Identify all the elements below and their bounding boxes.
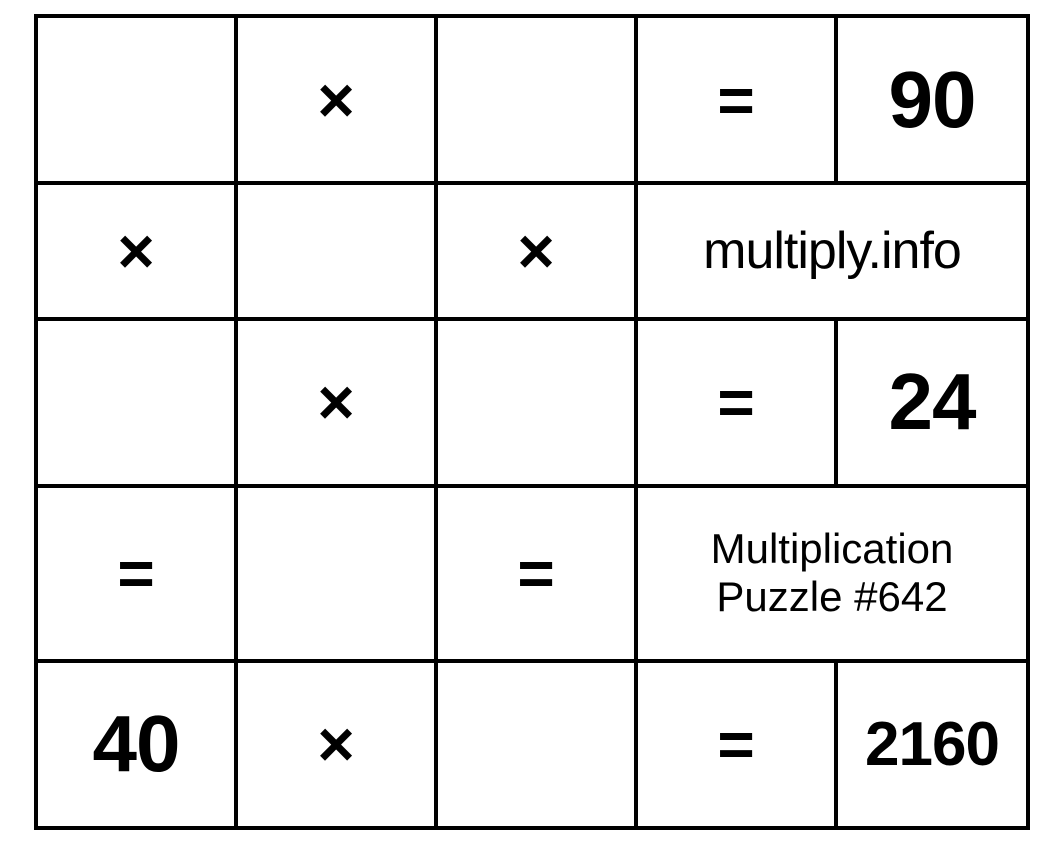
result-value: 24 bbox=[889, 357, 976, 446]
puzzle-title-line1: Multiplication bbox=[711, 525, 954, 572]
blank-cell bbox=[36, 319, 236, 486]
equals-icon: = bbox=[717, 64, 754, 136]
blank-cell bbox=[436, 319, 636, 486]
operator-equals: = bbox=[436, 486, 636, 661]
table-row: = = Multiplication Puzzle #642 bbox=[36, 486, 1028, 661]
blank-cell bbox=[436, 661, 636, 828]
puzzle-title-line2: Puzzle #642 bbox=[716, 573, 947, 620]
operator-equals: = bbox=[636, 661, 836, 828]
site-label-cell: multiply.info bbox=[636, 183, 1028, 319]
shaded-cell bbox=[236, 183, 436, 319]
operator-equals: = bbox=[36, 486, 236, 661]
row5-result: 2160 bbox=[836, 661, 1028, 828]
table-row: × = 90 bbox=[36, 16, 1028, 183]
equals-icon: = bbox=[517, 537, 554, 609]
operator-equals: = bbox=[636, 16, 836, 183]
puzzle-title: Multiplication Puzzle #642 bbox=[638, 525, 1026, 622]
row1-result: 90 bbox=[836, 16, 1028, 183]
table-row: 40 × = 2160 bbox=[36, 661, 1028, 828]
times-icon: × bbox=[317, 708, 354, 780]
table-row: × × multiply.info bbox=[36, 183, 1028, 319]
operator-times: × bbox=[236, 661, 436, 828]
row3-result: 24 bbox=[836, 319, 1028, 486]
equals-icon: = bbox=[717, 366, 754, 438]
row5-value-a: 40 bbox=[36, 661, 236, 828]
operand-value: 40 bbox=[93, 699, 180, 788]
result-value: 2160 bbox=[865, 710, 999, 779]
shaded-cell bbox=[236, 486, 436, 661]
times-icon: × bbox=[117, 215, 154, 287]
times-icon: × bbox=[317, 366, 354, 438]
multiplication-puzzle-grid: × = 90 × × multiply.info × = 24 = = Mult… bbox=[34, 14, 1030, 830]
blank-cell bbox=[36, 16, 236, 183]
blank-cell bbox=[436, 16, 636, 183]
puzzle-title-cell: Multiplication Puzzle #642 bbox=[636, 486, 1028, 661]
times-icon: × bbox=[317, 64, 354, 136]
times-icon: × bbox=[517, 215, 554, 287]
operator-times: × bbox=[236, 319, 436, 486]
equals-icon: = bbox=[117, 537, 154, 609]
operator-times: × bbox=[36, 183, 236, 319]
operator-equals: = bbox=[636, 319, 836, 486]
table-row: × = 24 bbox=[36, 319, 1028, 486]
operator-times: × bbox=[236, 16, 436, 183]
equals-icon: = bbox=[717, 708, 754, 780]
operator-times: × bbox=[436, 183, 636, 319]
result-value: 90 bbox=[889, 55, 976, 144]
site-label: multiply.info bbox=[703, 222, 961, 280]
